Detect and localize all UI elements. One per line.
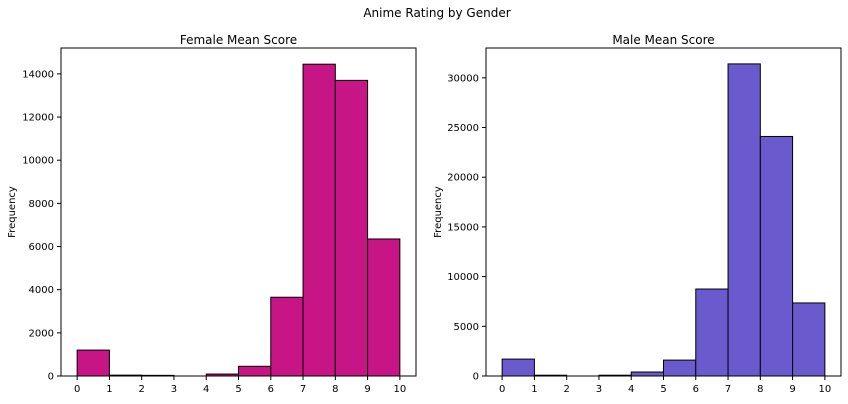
y-tick-label: 6000 (29, 242, 54, 253)
histogram-bar (695, 288, 729, 377)
y-tick-label: 0 (48, 372, 54, 383)
x-tick-label: 7 (725, 384, 731, 395)
x-tick-label: 8 (332, 384, 338, 395)
x-tick-label: 4 (203, 384, 209, 395)
histogram-bar (334, 79, 369, 377)
y-tick-label: 2000 (29, 328, 54, 339)
y-tick-label: 25000 (447, 123, 479, 134)
x-tick-label: 1 (531, 384, 537, 395)
x-tick-label: 5 (235, 384, 241, 395)
x-tick-label: 9 (789, 384, 795, 395)
x-tick-label: 10 (393, 384, 406, 395)
y-tick-label: 4000 (29, 285, 54, 296)
x-tick-label: 2 (563, 384, 569, 395)
y-tick-label: 12000 (22, 113, 54, 124)
histogram-bar (792, 302, 826, 377)
y-tick-label: 15000 (447, 222, 479, 233)
x-tick-label: 7 (300, 384, 306, 395)
x-tick-label: 1 (106, 384, 112, 395)
x-tick-label: 4 (628, 384, 634, 395)
histogram-bar (367, 238, 401, 377)
histogram-bar (302, 63, 336, 377)
histogram-bar (76, 349, 110, 377)
x-tick-label: 6 (268, 384, 274, 395)
chart-title: Male Mean Score (612, 33, 714, 47)
histogram-bar (663, 359, 697, 377)
y-tick-label: 5000 (454, 322, 479, 333)
y-tick-label: 8000 (29, 199, 54, 210)
chart-title: Female Mean Score (180, 33, 297, 47)
x-tick-label: 0 (74, 384, 80, 395)
y-axis-label: Frequency (7, 186, 18, 238)
x-tick-label: 2 (138, 384, 144, 395)
y-tick-label: 10000 (447, 272, 479, 283)
x-tick-label: 8 (757, 384, 763, 395)
y-tick-label: 10000 (22, 156, 54, 167)
histogram-bar (727, 63, 761, 377)
x-tick-label: 3 (596, 384, 602, 395)
y-tick-label: 0 (473, 372, 479, 383)
x-tick-label: 6 (693, 384, 699, 395)
y-axis-label: Frequency (433, 186, 444, 238)
x-tick-label: 5 (660, 384, 666, 395)
histogram-bar (270, 296, 304, 377)
y-tick-label: 30000 (447, 73, 479, 84)
figure-suptitle: Anime Rating by Gender (363, 6, 510, 20)
x-tick-label: 0 (499, 384, 505, 395)
histogram-bar (759, 135, 794, 377)
histogram-bar (501, 358, 535, 377)
histogram-bar (630, 371, 665, 377)
x-tick-label: 9 (364, 384, 370, 395)
y-tick-label: 20000 (447, 173, 479, 184)
y-tick-label: 14000 (22, 69, 54, 80)
histogram-bar (238, 365, 272, 377)
x-tick-label: 10 (818, 384, 831, 395)
x-tick-label: 3 (171, 384, 177, 395)
